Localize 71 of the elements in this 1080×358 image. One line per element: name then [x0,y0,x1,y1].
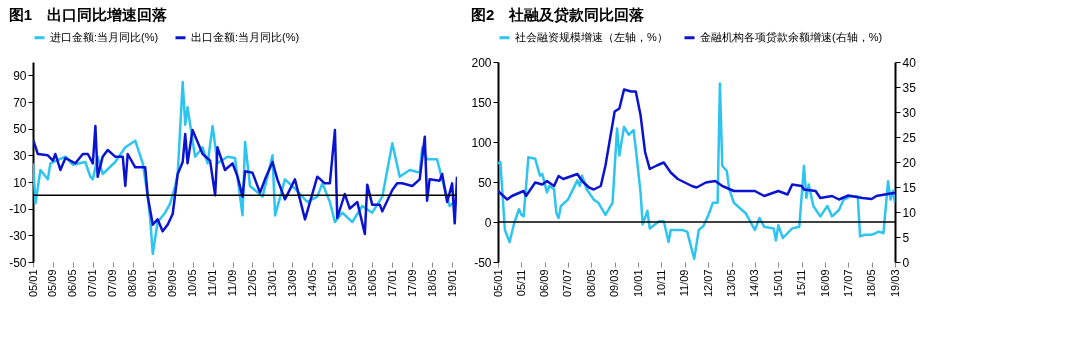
y-tick-label: 10 [13,175,27,190]
x-tick-label: 12/05 [245,269,258,298]
x-tick-label: 09/01 [146,269,159,298]
x-tick-label: 17/09 [405,269,418,298]
y2-tick-label: 0 [902,255,910,270]
y-tick-label: 70 [13,95,27,110]
y-tick-label: -50 [9,255,27,270]
x-tick-label: 15/01 [771,269,784,298]
x-tick-label: 09/03 [608,269,621,298]
x-tick-label: 18/05 [425,269,438,298]
x-tick-label: 09/09 [166,269,179,298]
y-tick-label: 200 [471,55,492,70]
x-tick-label: 13/05 [725,269,737,298]
line-series [33,124,457,236]
y2-tick-label: 30 [902,105,917,120]
x-tick-label: 15/11 [795,269,808,297]
legend-label: 进口金额:当月同比(%) [50,30,159,43]
x-tick-label: 13/01 [266,269,279,298]
y2-tick-label: 35 [902,80,917,95]
x-tick-label: 11/09 [226,269,239,297]
y-tick-label: 150 [471,95,492,110]
legend-label: 社会融资规模增速（左轴，%） [515,30,668,43]
y-tick-label: 50 [13,122,27,137]
y-tick-label: 90 [13,68,27,83]
y2-tick-label: 15 [902,180,917,195]
y-tick-label: -50 [474,255,492,270]
y-tick-label: 50 [478,175,492,190]
x-tick-label: 11/01 [206,269,219,297]
x-tick-label: 11/09 [678,269,691,297]
x-tick-label: 06/05 [66,269,79,298]
x-tick-label: 05/01 [491,269,504,298]
y2-tick-label: 10 [902,205,917,220]
x-tick-label: 19/03 [888,269,901,298]
x-tick-label: 15/09 [345,269,358,298]
x-tick-label: 12/07 [701,269,714,298]
x-tick-label: 05/01 [26,269,39,298]
x-tick-label: 08/05 [126,269,139,298]
x-tick-label: 07/01 [86,269,99,298]
y-tick-label: 100 [471,135,492,150]
x-tick-label: 17/07 [841,269,854,298]
chart-title: 图1 出口同比增速回落 [8,6,168,23]
x-tick-label: 16/09 [818,269,831,298]
y-tick-label: -10 [9,202,27,217]
legend-label: 出口金额:当月同比(%) [191,30,300,43]
x-tick-label: 10/01 [631,269,644,298]
y2-tick-label: 20 [902,155,917,170]
x-tick-label: 05/11 [514,269,527,297]
chart-title: 图2 社融及贷款同比回落 [470,6,646,23]
legend-label: 金融机构各项贷款余额增速(右轴，%) [700,30,883,43]
x-tick-label: 16/05 [365,269,378,298]
x-tick-label: 07/07 [561,269,574,298]
x-tick-label: 06/09 [538,269,551,298]
x-tick-label: 14/03 [748,269,761,298]
x-tick-label: 17/01 [385,269,398,298]
y2-tick-label: 5 [902,230,910,245]
x-tick-label: 14/05 [305,269,318,298]
x-tick-label: 13/09 [285,269,298,298]
x-tick-label: 05/09 [46,269,59,298]
y2-tick-label: 40 [902,55,917,70]
y2-tick-label: 25 [902,130,917,145]
x-tick-label: 07/09 [106,269,119,298]
y-tick-label: 30 [13,148,27,163]
y-tick-label: -30 [9,228,27,243]
x-tick-label: 15/01 [325,269,338,298]
x-tick-label: 19/01 [445,269,458,298]
y-tick-label: 0 [484,215,492,230]
x-tick-label: 18/05 [865,269,878,298]
x-tick-label: 10/05 [186,269,199,298]
x-tick-label: 10/11 [655,269,667,297]
x-tick-label: 08/05 [584,269,597,298]
line-series [498,88,895,201]
